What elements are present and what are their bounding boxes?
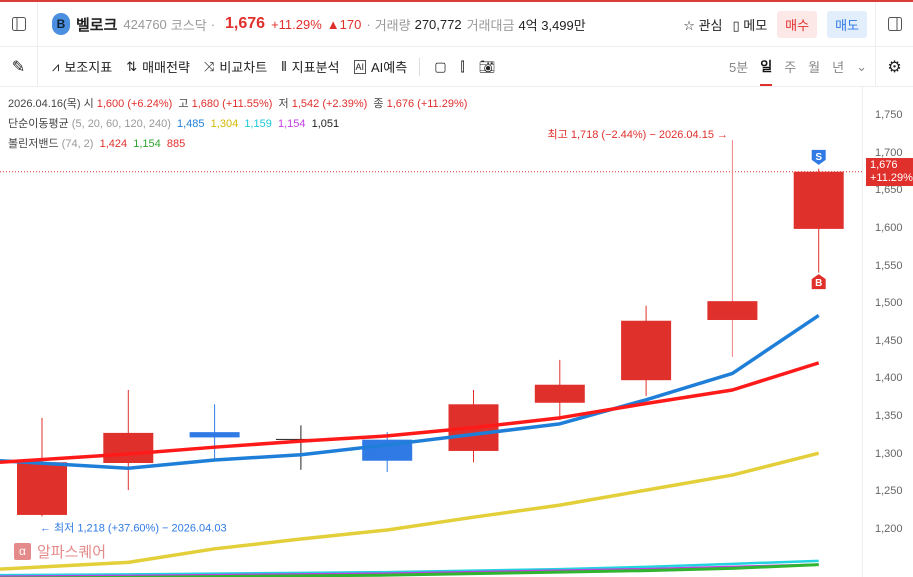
chevron-down-icon[interactable]: ⌄ xyxy=(856,58,867,74)
sell-marker xyxy=(811,149,826,165)
memo-icon: ▯ xyxy=(732,17,740,33)
axis-tick: 1,350 xyxy=(875,410,903,423)
change-pct: +11.29% xyxy=(271,16,322,32)
axis-tick: 1,550 xyxy=(875,259,903,272)
axis-tick: 1,250 xyxy=(875,485,903,498)
candle-body xyxy=(621,320,672,381)
top-accent xyxy=(0,0,913,2)
right-panel-toggle[interactable] xyxy=(875,2,913,46)
axis-tick: 1,650 xyxy=(875,184,903,197)
screenshot-button[interactable]: 📷︎ xyxy=(479,59,496,75)
axis-tick: 1,500 xyxy=(875,297,903,310)
bollinger-upper-line xyxy=(0,361,820,464)
candle-body xyxy=(275,438,326,440)
compare-button[interactable]: ⤨ 비교차트 xyxy=(203,58,268,76)
watch-button[interactable]: ☆ 관심 xyxy=(683,17,723,33)
stock-name[interactable]: 벨로크 xyxy=(76,16,118,34)
gear-icon: ⚙ xyxy=(887,58,902,76)
panel-icon xyxy=(11,17,26,31)
axis-tick: 1,700 xyxy=(875,146,903,159)
price: 1,676 xyxy=(225,15,266,32)
shuffle-icon: ⤨ xyxy=(203,58,215,74)
volume: 270,772 xyxy=(414,16,462,32)
updown-icon: ⇅ xyxy=(126,58,138,74)
settings-button[interactable]: ⚙ xyxy=(875,47,913,86)
change-abs: ▲170 xyxy=(326,16,362,32)
axis-tick: 1,600 xyxy=(875,221,903,234)
panel-icon xyxy=(887,17,902,31)
stock-logo: B xyxy=(52,13,70,35)
axis-tick: 1,200 xyxy=(875,522,903,535)
ma20-line xyxy=(0,451,820,571)
memo-button[interactable]: ▯ 메모 xyxy=(732,17,768,33)
ai-forecast-button[interactable]: AI AI예측 xyxy=(353,59,408,75)
ma5-line xyxy=(0,314,820,471)
amount-label: 거래대금 xyxy=(466,17,515,33)
stock-code: 424760 xyxy=(123,16,167,32)
pencil-icon: ✎ xyxy=(11,58,26,76)
ma-legend: 단순이동평균 (5, 20, 60, 120, 240) 1,485 1,304… xyxy=(8,118,340,130)
period-day[interactable]: 일 xyxy=(760,47,773,86)
left-panel-toggle[interactable] xyxy=(0,2,38,46)
candle-body xyxy=(793,171,844,229)
draw-tool-button[interactable]: ✎ xyxy=(0,47,38,86)
buy-button[interactable]: 매수 xyxy=(777,10,818,38)
chart-type-button[interactable]: ⫿ xyxy=(461,59,465,75)
star-icon: ☆ xyxy=(683,17,695,33)
axis-tick: 1,450 xyxy=(875,334,903,347)
sell-button[interactable]: 매도 xyxy=(827,10,867,38)
buy-marker xyxy=(811,274,826,290)
strategy-button[interactable]: ⇅ 매매전략 xyxy=(126,58,190,76)
stock-header: B 벨로크 424760 코스닥 · 1,676 +11.29% ▲170 · … xyxy=(0,2,913,47)
analysis-icon: ⫴ xyxy=(281,58,287,74)
period-week[interactable]: 주 xyxy=(784,60,797,75)
high-annotation: 최고 1,718 (−2.44%) − 2026.04.15 → xyxy=(548,128,728,141)
sell-marker-label: S xyxy=(815,152,822,163)
layout-button[interactable]: ▢ xyxy=(434,59,446,75)
indicators-button[interactable]: ⩘ 보조지표 xyxy=(52,58,113,76)
camera-icon: 📷︎ xyxy=(478,58,496,74)
candlestick-chart[interactable]: 최고 1,718 (−2.44%) − 2026.04.15 → ← 최저 1,2… xyxy=(0,87,862,577)
ohlc-legend: 2026.04.16(목) 시 1,600 (+6.24%) 고 1,680 (… xyxy=(8,98,468,110)
period-5m[interactable]: 5분 xyxy=(729,60,749,75)
period-month[interactable]: 월 xyxy=(808,60,821,75)
axis-tick: 1,750 xyxy=(875,109,903,121)
candle-body xyxy=(17,462,67,515)
axis-tick: 1,300 xyxy=(875,447,903,460)
chart-toolbar: ✎ ⩘ 보조지표 ⇅ 매매전략 ⤨ 비교차트 ⫴ 지표분석 AI AI예측 ▢ ⫿ 📷︎ … xyxy=(0,47,913,87)
buy-marker-label: B xyxy=(815,278,822,289)
period-year[interactable]: 년 xyxy=(832,60,845,75)
price-axis[interactable]: 1,750 1,700 1,650 1,600 1,550 1,500 1,450 1,400… xyxy=(862,87,913,577)
period-selector: 5분 일 주 월 년 ⌄ xyxy=(729,47,867,86)
bollinger-legend: 볼린저밴드 (74, 2) 1,424 1,154 885 xyxy=(8,138,186,150)
volume-label: 거래량 xyxy=(374,17,411,33)
ma120-line xyxy=(0,563,819,577)
amount: 4억 3,499만 xyxy=(518,17,586,33)
candle-body xyxy=(189,432,240,438)
indicator-icon: ⩘ xyxy=(52,58,60,74)
bollinger-mid-line xyxy=(0,563,819,577)
axis-tick: 1,400 xyxy=(875,372,903,385)
candle-body xyxy=(534,384,585,403)
alphasquare-logo-icon: α xyxy=(14,543,31,560)
ai-chip-icon: AI xyxy=(353,59,367,74)
ma60-line xyxy=(0,559,819,577)
watermark: α 알파스퀘어 xyxy=(14,541,106,562)
analysis-button[interactable]: ⫴ 지표분석 xyxy=(281,58,340,76)
low-annotation: ← 최저 1,218 (+37.60%) − 2026.04.03 xyxy=(40,521,227,534)
candle-icon: ⫿ xyxy=(460,58,465,74)
last-price-label: 1,676 +11.29% xyxy=(866,158,913,186)
candle-body xyxy=(707,301,758,320)
market: 코스닥 xyxy=(170,17,207,33)
square-icon: ▢ xyxy=(434,58,447,74)
candle-body xyxy=(103,432,154,463)
